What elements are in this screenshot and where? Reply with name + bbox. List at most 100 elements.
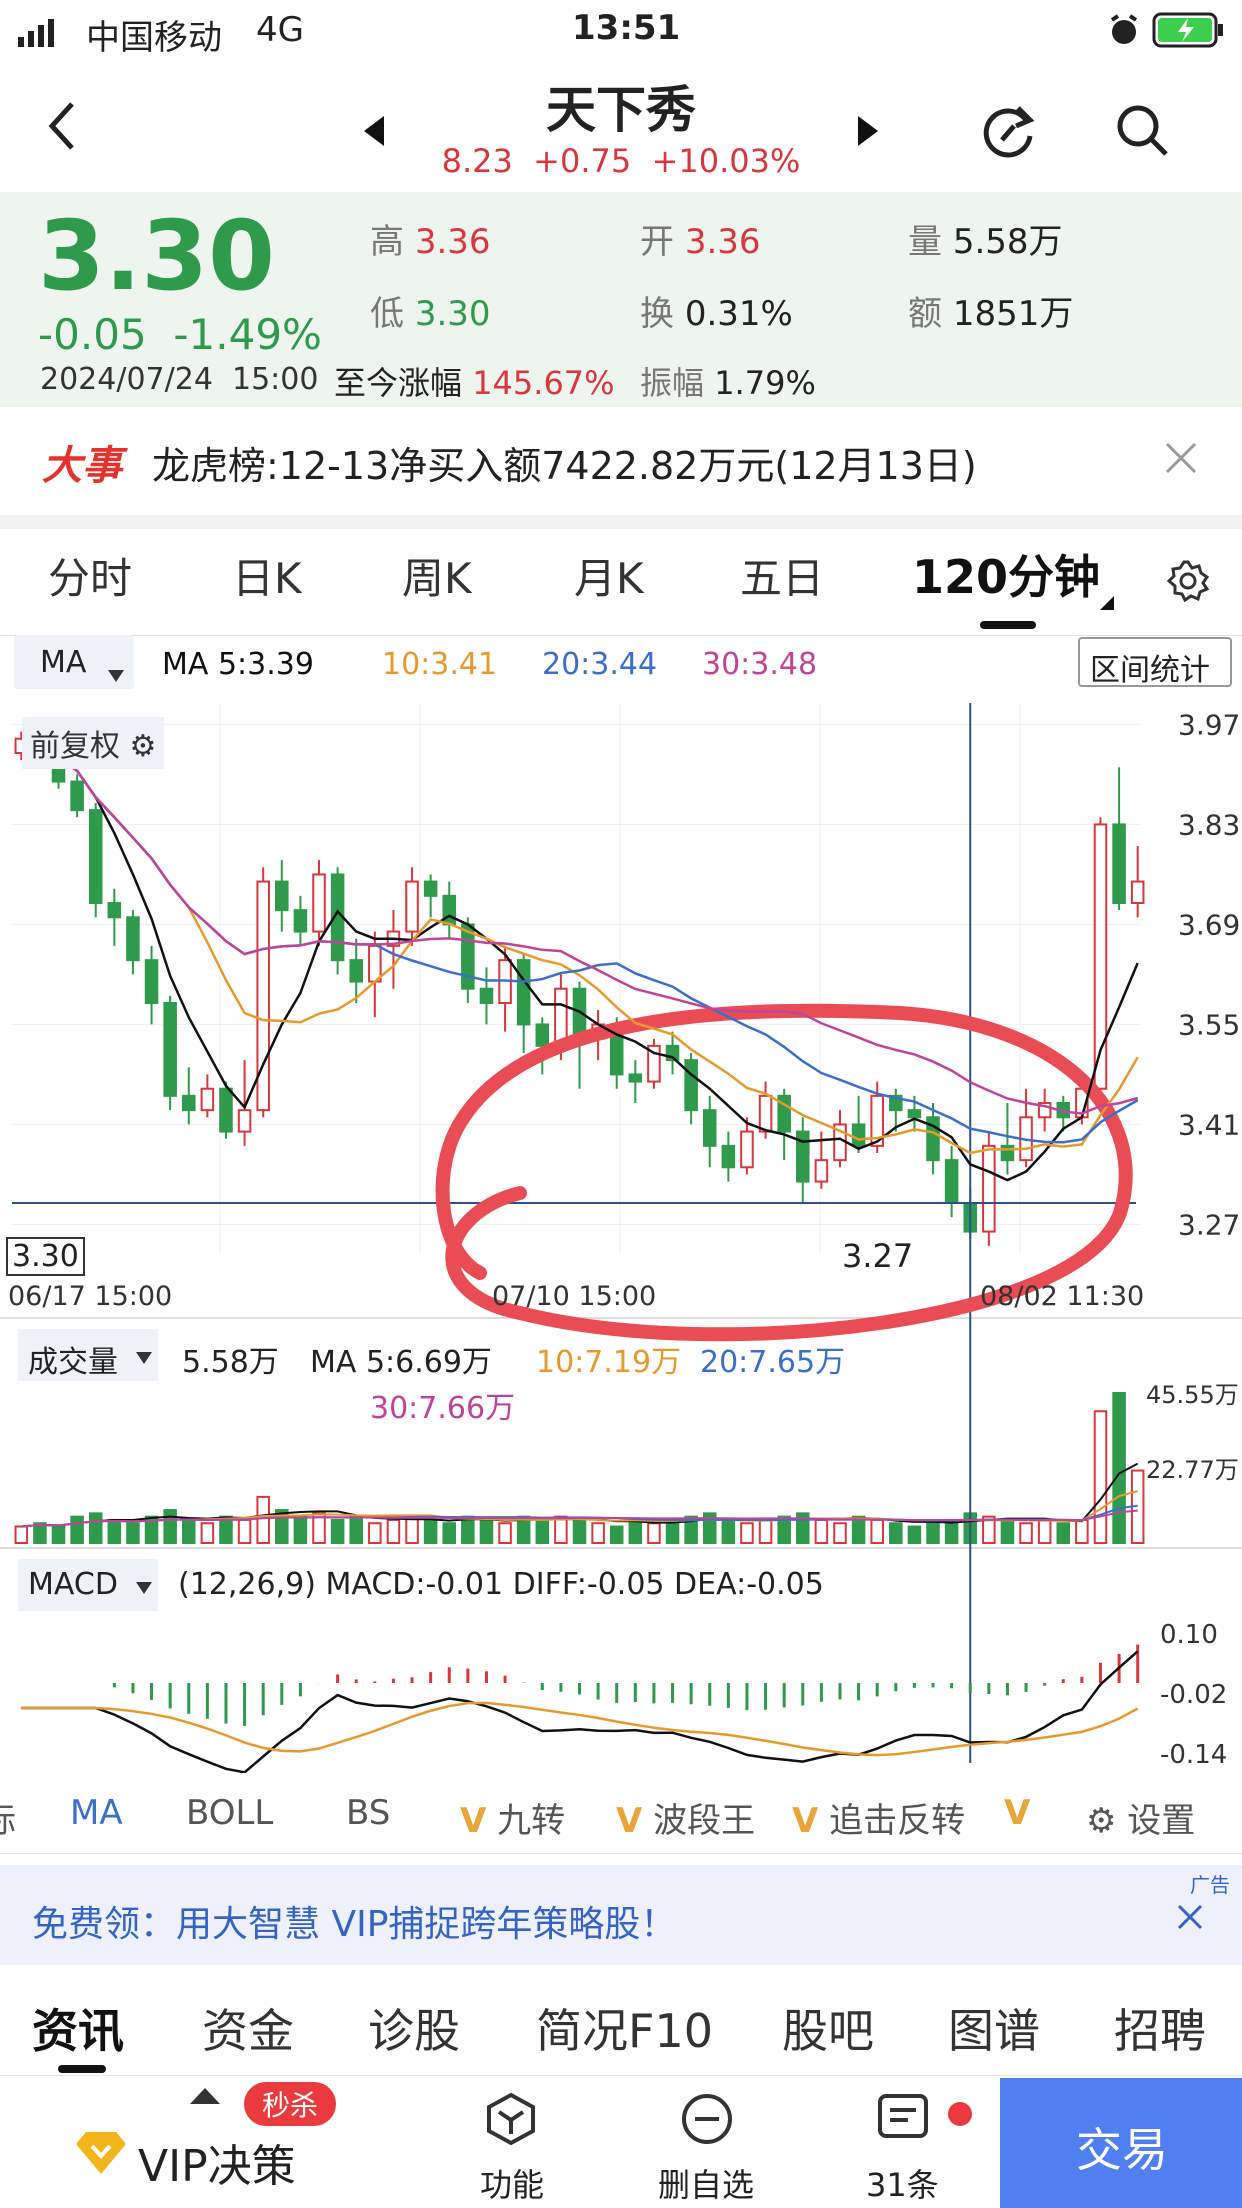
- macd-selector[interactable]: MACD: [18, 1559, 158, 1611]
- related-price: 8.23: [441, 142, 513, 180]
- news-text[interactable]: 龙虎榜:12-13净买入额7422.82万元(12月13日): [152, 444, 977, 488]
- volume-tick-label: 22.77万: [1146, 1456, 1239, 1484]
- tab-weekly[interactable]: 周K: [402, 554, 472, 603]
- volume-bar: [1019, 1522, 1033, 1545]
- volume-bar: [181, 1518, 196, 1545]
- volume-bar: [740, 1522, 754, 1545]
- tab-monthly[interactable]: 月K: [574, 554, 644, 603]
- indicator-ma[interactable]: MA: [70, 1793, 123, 1833]
- indicator-nine[interactable]: V 九转: [460, 1801, 566, 1841]
- tab-5day[interactable]: 五日: [740, 554, 825, 603]
- candle-body: [516, 959, 531, 1026]
- tab-120min[interactable]: 120分钟: [912, 550, 1101, 604]
- news-banner[interactable]: 大事 龙虎榜:12-13净买入额7422.82万元(12月13日): [0, 407, 1242, 529]
- dropdown-icon: [108, 655, 124, 690]
- candle-body: [293, 909, 308, 933]
- candle-body: [740, 1130, 754, 1169]
- notification-dot: [948, 2102, 972, 2126]
- next-stock-icon[interactable]: [856, 114, 880, 152]
- ma5-line: [20, 737, 1139, 1182]
- vip-decision-button[interactable]: VIP决策 秒杀: [0, 2078, 410, 2208]
- prev-stock-icon[interactable]: [362, 114, 386, 152]
- ma-selector[interactable]: MA: [14, 635, 134, 689]
- tab-graph[interactable]: 图谱: [948, 2004, 1040, 2058]
- kline-chart[interactable]: 3.97 3.83 3.69 3.55 3.41 3.27 06/17 15:00 07/10…: [0, 693, 1242, 1774]
- tab-intraday[interactable]: 分时: [48, 554, 133, 603]
- quote-datetime: 2024/07/24 15:00: [40, 362, 319, 397]
- remove-watchlist-button[interactable]: 删自选: [640, 2078, 770, 2208]
- info-tabs: 资讯 资金 诊股 简况F10 股吧 图谱 招聘: [0, 1975, 1242, 2076]
- volume-bar: [684, 1515, 698, 1545]
- settings-gear-icon[interactable]: [1166, 559, 1210, 607]
- volume-bar: [591, 1522, 605, 1545]
- close-icon[interactable]: [1176, 1903, 1204, 1935]
- close-icon[interactable]: [1164, 441, 1198, 479]
- indicator-bs[interactable]: BS: [346, 1793, 391, 1833]
- message-icon: [876, 2092, 930, 2150]
- price-change: -0.05 -1.49%: [38, 310, 322, 359]
- candle-body: [535, 1023, 550, 1047]
- volume-bar: [851, 1515, 866, 1545]
- volume-bar: [1075, 1518, 1089, 1545]
- tab-forum[interactable]: 股吧: [782, 2004, 874, 2058]
- indicator-cut[interactable]: 标: [0, 1793, 16, 1842]
- messages-button[interactable]: 31条: [842, 2078, 972, 2208]
- candle-body: [628, 1073, 643, 1083]
- candle-body: [758, 1094, 773, 1133]
- candle-body: [889, 1094, 903, 1112]
- volume-bar: [702, 1512, 717, 1545]
- indicator-boll[interactable]: BOLL: [186, 1793, 274, 1833]
- indicator-more[interactable]: V: [1004, 1793, 1031, 1833]
- candle-body: [200, 1087, 215, 1112]
- tab-jobs[interactable]: 招聘: [1114, 2004, 1206, 2058]
- function-button[interactable]: 功能: [450, 2078, 570, 2208]
- tab-funds[interactable]: 资金: [202, 2004, 294, 2058]
- macd-tick-label: -0.02: [1160, 1680, 1227, 1710]
- volume-bar: [721, 1518, 736, 1545]
- gear-icon: ⚙: [1086, 1801, 1117, 1841]
- ad-banner[interactable]: 免费领：用大智慧 VIP捕捉跨年策略股！ 广告: [0, 1865, 1242, 1965]
- tab-diagnosis[interactable]: 诊股: [368, 2004, 460, 2058]
- time-tick-label: 08/02 11:30: [980, 1281, 1144, 1312]
- volume-bar: [814, 1518, 829, 1545]
- range-stats-button[interactable]: 区间统计: [1078, 637, 1232, 688]
- stat-high: 高 3.36: [370, 222, 491, 262]
- volume-bar: [609, 1525, 624, 1545]
- ma10-line: [20, 737, 1139, 1155]
- volume-value: 5.58万: [182, 1345, 279, 1380]
- back-icon[interactable]: [42, 96, 82, 160]
- ma5-value: MA 5:3.39: [162, 647, 314, 682]
- search-icon[interactable]: [1114, 102, 1172, 164]
- volume-bar: [572, 1518, 587, 1545]
- indicator-wave[interactable]: V 波段王: [616, 1801, 756, 1841]
- candle-body: [944, 1159, 959, 1204]
- diff-line: [21, 1650, 1139, 1774]
- trade-button[interactable]: 交易: [1000, 2078, 1242, 2208]
- news-tag: 大事: [42, 443, 122, 489]
- candle-body: [684, 1059, 698, 1112]
- volume-bar: [107, 1518, 122, 1545]
- volume-bar: [14, 1525, 29, 1545]
- adjust-label[interactable]: 前复权 ⚙: [22, 717, 165, 769]
- candle-body: [312, 873, 326, 933]
- volume-bar: [33, 1522, 47, 1545]
- refresh-icon[interactable]: [980, 102, 1038, 164]
- tab-news[interactable]: 资讯: [32, 2004, 124, 2058]
- ad-text[interactable]: 免费领：用大智慧 VIP捕捉跨年策略股！: [32, 1904, 677, 1945]
- chart-area[interactable]: 3.97 3.83 3.69 3.55 3.41 3.27 06/17 15:00 07/10…: [0, 693, 1242, 1774]
- time-tick-label: 07/10 15:00: [492, 1281, 656, 1312]
- volume-bar: [423, 1518, 438, 1545]
- minus-circle-icon: [680, 2092, 734, 2150]
- volume-selector[interactable]: 成交量: [18, 1329, 158, 1381]
- macd-tick-label: -0.14: [1160, 1740, 1227, 1770]
- volume-bar: [1037, 1518, 1052, 1545]
- volume-bar: [386, 1518, 401, 1545]
- tab-daily[interactable]: 日K: [232, 554, 302, 603]
- expand-arrow-icon: [190, 2088, 220, 2108]
- tab-f10[interactable]: 简况F10: [536, 2004, 713, 2058]
- indicator-chase[interactable]: V 追击反转: [792, 1801, 966, 1841]
- candle-body: [275, 880, 289, 912]
- volume-bar: [628, 1518, 643, 1545]
- candle-body: [1037, 1102, 1052, 1119]
- indicator-settings[interactable]: ⚙ 设置: [1086, 1801, 1196, 1841]
